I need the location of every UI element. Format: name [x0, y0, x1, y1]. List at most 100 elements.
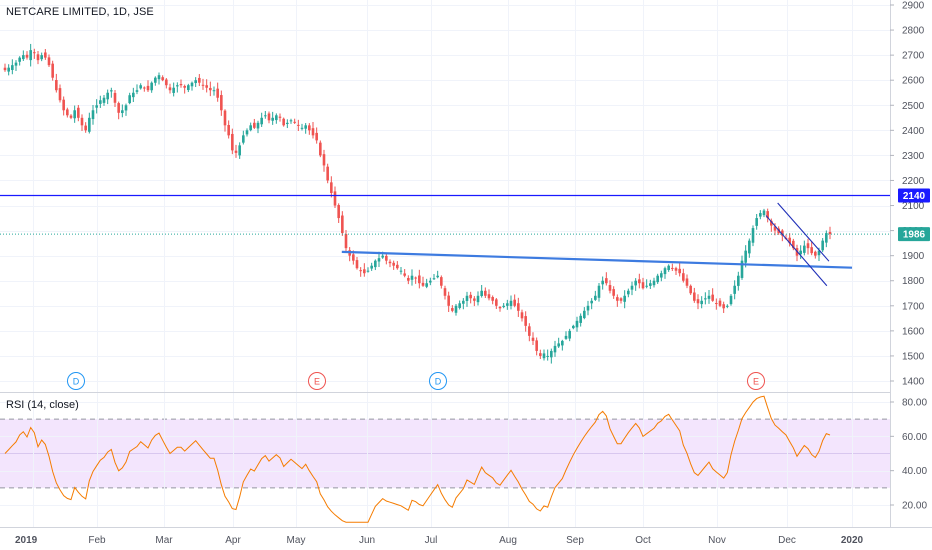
candle-body: [506, 303, 509, 306]
candle-body: [58, 88, 62, 101]
candle-body: [674, 268, 678, 271]
price-tick-label: 1400: [902, 377, 925, 388]
candle-body: [821, 240, 824, 251]
candle-body: [245, 130, 249, 135]
candle-body: [766, 211, 769, 219]
candle-body: [172, 87, 175, 93]
candle-body: [487, 294, 491, 299]
candle-body: [385, 255, 388, 261]
candle-body: [751, 228, 755, 243]
time-tick-label: Feb: [88, 535, 106, 546]
candle-body: [7, 67, 10, 72]
candle-body: [176, 85, 179, 87]
candle-body: [198, 77, 201, 83]
candle-body: [825, 233, 828, 243]
candle-body: [363, 269, 366, 274]
time-tick-label: 2020: [841, 535, 864, 546]
candle-body: [165, 79, 168, 86]
candle-body: [781, 230, 784, 236]
candle-body: [407, 277, 410, 281]
candle-body: [322, 154, 326, 166]
candle-body: [755, 218, 758, 226]
candle-body: [209, 87, 212, 91]
candle-body: [227, 125, 230, 136]
candle-body: [374, 260, 377, 268]
candle-body: [308, 125, 311, 131]
time-axis[interactable]: 2019 Feb Mar Apr May Jun Jul Aug Sep Oct Nov Dec 202…: [15, 535, 864, 546]
candlestick-series: [3, 43, 832, 364]
candle-body: [220, 95, 223, 111]
candle-body: [425, 283, 428, 287]
candle-body: [344, 234, 348, 249]
candle-body: [366, 270, 370, 272]
candle-body: [564, 335, 568, 339]
candle-body: [260, 117, 263, 125]
price-tags: 2140 1986: [898, 188, 930, 242]
price-tick-label: 1500: [902, 351, 925, 362]
candle-body: [168, 87, 172, 91]
price-tick-label: 2900: [902, 1, 925, 12]
candle-body: [550, 350, 553, 358]
candle-body: [718, 300, 722, 306]
candle-body: [722, 304, 725, 309]
candle-body: [25, 54, 29, 58]
candle-body: [190, 82, 194, 87]
candle-body: [480, 290, 483, 296]
candle-body: [546, 355, 549, 357]
candle-body: [616, 297, 619, 301]
candle-body: [630, 285, 634, 290]
candle-body: [311, 128, 315, 136]
candle-body: [205, 85, 208, 88]
candle-body: [458, 303, 461, 308]
candle-body: [91, 110, 95, 120]
candle-body: [462, 300, 465, 304]
candle-body: [286, 122, 289, 124]
candle-body: [528, 326, 531, 336]
resistance-tag-label: 2140: [903, 191, 926, 202]
candle-body: [440, 277, 443, 286]
candle-body: [84, 125, 87, 131]
candle-body: [645, 285, 648, 287]
candle-body: [707, 295, 711, 299]
candle-body: [253, 122, 256, 128]
resistance-tag-bg: [898, 188, 930, 203]
rsi-scale[interactable]: 80.00 60.00 40.00 20.00: [890, 398, 927, 512]
candle-body: [77, 107, 80, 118]
candle-body: [40, 55, 43, 60]
candle-body: [682, 273, 685, 281]
candle-body: [161, 77, 164, 81]
candle-body: [139, 85, 142, 89]
price-scale[interactable]: 2900280027002600250024002300220021002000…: [890, 1, 925, 388]
candle-body: [605, 278, 608, 284]
candle-body: [557, 343, 560, 347]
candle-body: [590, 300, 593, 304]
candle-body: [491, 297, 494, 301]
candle-body: [304, 125, 307, 129]
time-tick-label: Dec: [778, 535, 796, 546]
candle-body: [535, 340, 538, 351]
candle-body: [187, 85, 190, 91]
candle-body: [729, 295, 733, 305]
candle-body: [553, 345, 557, 353]
candle-body: [689, 285, 692, 294]
candle-body: [99, 100, 102, 104]
candle-body: [14, 62, 18, 66]
candle-body: [231, 133, 234, 151]
candle-body: [352, 254, 355, 261]
candle-body: [62, 99, 65, 111]
candle-body: [388, 261, 392, 264]
candle-body: [256, 122, 260, 129]
candle-body: [370, 265, 373, 269]
candle-body: [788, 237, 791, 244]
candle-body: [69, 115, 73, 118]
candle-body: [278, 116, 282, 118]
candle-body: [803, 245, 806, 253]
candle-body: [806, 243, 810, 249]
event-marker-label: E: [314, 377, 320, 387]
candle-body: [183, 85, 186, 88]
candle-body: [685, 278, 689, 286]
candle-body: [264, 115, 267, 117]
candle-body: [135, 90, 139, 92]
price-tick-label: 1800: [902, 276, 925, 287]
